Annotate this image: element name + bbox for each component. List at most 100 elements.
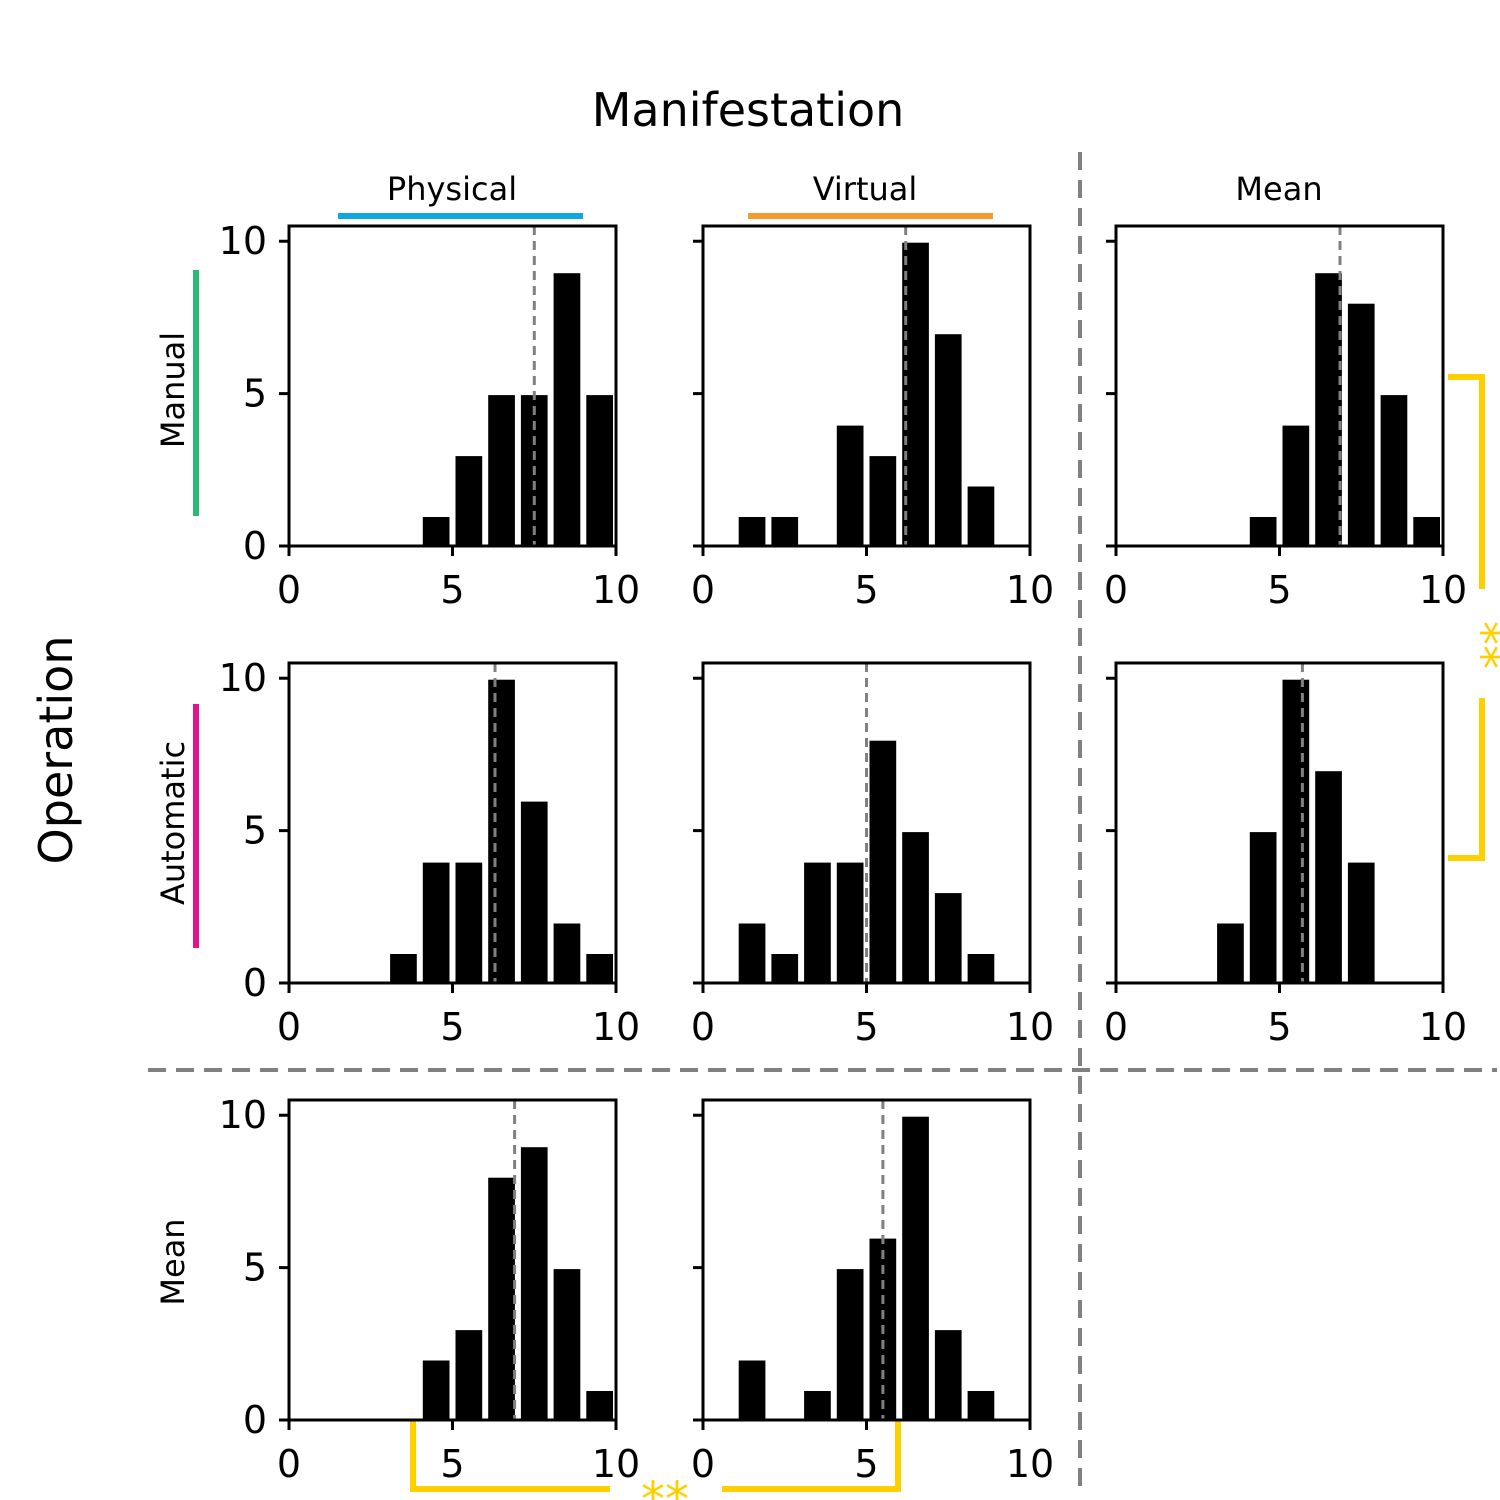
row-header-mean: Mean (154, 1218, 192, 1305)
panel-automatic-virtual-bar-bin-9 (964, 951, 998, 985)
panel-mean-physical-x-tick-label-5: 5 (440, 1442, 464, 1486)
panel-automatic-physical-bar-bin-5 (419, 859, 453, 985)
panel-automatic-mean-bar-bin-5 (1246, 829, 1280, 985)
panel-automatic-virtual-bar-bin-7 (899, 829, 932, 985)
significance-bracket-right-bottom (1448, 698, 1485, 861)
column-header-virtual: Virtual (813, 170, 918, 208)
significance-bracket-right-top (1448, 374, 1485, 589)
panel-manual-mean-bar-bin-8 (1344, 300, 1378, 548)
significance-label-bottom: ** (641, 1472, 689, 1500)
panel-automatic-mean-bar-bin-4 (1214, 920, 1247, 985)
panel-manual-physical-bar-bin-5 (419, 514, 453, 548)
panel-manual-virtual-x-tick-label-5: 5 (854, 568, 878, 612)
panel-automatic-physical-bar-bin-9 (550, 920, 584, 985)
panel-automatic-virtual-bar-bin-3 (768, 951, 802, 985)
panel-manual-mean-bar-bin-10 (1410, 514, 1444, 548)
panel-mean-physical-bar-bin-9 (550, 1266, 584, 1422)
panel-manual-mean-bar-bin-5 (1246, 514, 1280, 548)
panel-manual-mean-x-tick-label-0: 0 (1104, 568, 1128, 612)
significance-bracket-bottom-right (722, 1420, 901, 1492)
panel-manual-virtual-bar-bin-2 (735, 514, 769, 548)
panel-automatic-mean-bar-bin-8 (1344, 859, 1378, 985)
panel-manual-physical-y-tick-label-10: 10 (219, 219, 267, 263)
panel-manual-physical-bar-bin-10 (583, 392, 616, 548)
panel-automatic-mean-x-tick-label-10: 10 (1419, 1005, 1467, 1049)
column-header-physical: Physical (387, 170, 517, 208)
panel-automatic-physical-x-tick-label-10: 10 (592, 1005, 640, 1049)
panel-mean-physical-x-tick-label-10: 10 (592, 1442, 640, 1486)
panel-manual-mean-bar-bin-9 (1377, 392, 1411, 548)
panel-automatic-physical-bar-bin-4 (387, 951, 420, 985)
panel-mean-virtual-bar-bin-4 (801, 1388, 834, 1422)
panel-mean-virtual-bar-bin-8 (931, 1327, 965, 1422)
panel-manual-virtual-bar-bin-6 (866, 453, 900, 548)
panel-manual-virtual-bar-bin-9 (964, 483, 998, 548)
panel-automatic-virtual-x-tick-label-5: 5 (854, 1005, 878, 1049)
panel-manual-physical-bar-bin-6 (452, 453, 486, 548)
panel-manual-virtual-x-tick-label-10: 10 (1006, 568, 1054, 612)
significance-label-right: ** (1454, 621, 1500, 669)
row-header-manual: Manual (154, 332, 192, 448)
panel-mean-physical-bar-bin-8 (517, 1144, 551, 1422)
panel-mean-virtual-x-tick-label-0: 0 (691, 1442, 715, 1486)
panel-automatic-physical-bar-bin-8 (517, 798, 551, 985)
significance-bracket-bottom-left (410, 1420, 610, 1492)
panel-manual-physical-x-tick-label-5: 5 (440, 568, 464, 612)
panel-automatic-physical-y-tick-label-10: 10 (219, 656, 267, 700)
panel-manual-virtual-x-tick-label-0: 0 (691, 568, 715, 612)
panel-automatic-virtual-bar-bin-8 (931, 890, 965, 985)
panel-mean-virtual-x-tick-label-5: 5 (854, 1442, 878, 1486)
panel-automatic-virtual-bar-bin-2 (735, 920, 769, 985)
panel-automatic-physical-y-tick-label-0: 0 (243, 961, 267, 1005)
panel-mean-physical-x-tick-label-0: 0 (277, 1442, 301, 1486)
panel-automatic-physical-bar-bin-7 (485, 676, 518, 985)
row-axis-label: Operation (29, 636, 83, 865)
panel-manual-physical-y-tick-label-5: 5 (243, 372, 267, 416)
panel-mean-physical-bar-bin-6 (452, 1327, 486, 1422)
panel-manual-physical-y-tick-label-0: 0 (243, 524, 267, 568)
column-header-mean: Mean (1235, 170, 1322, 208)
panel-mean-virtual: 0 5 10 (691, 1098, 1054, 1486)
panel-mean-physical-y-tick-label-10: 10 (219, 1093, 267, 1137)
panel-manual-physical-x-tick-label-10: 10 (592, 568, 640, 612)
panel-automatic-physical-y-tick-label-5: 5 (243, 809, 267, 853)
panel-mean-physical-y-tick-label-0: 0 (243, 1398, 267, 1442)
row-header-automatic: Automatic (154, 741, 192, 905)
panel-automatic-physical: 0 5 10 0 5 10 (219, 656, 641, 1049)
panel-manual-mean-x-tick-label-10: 10 (1419, 568, 1467, 612)
panel-automatic-virtual-bar-bin-6 (866, 737, 900, 985)
panel-mean-physical-bar-bin-10 (583, 1388, 616, 1422)
panel-automatic-physical-x-tick-label-5: 5 (440, 1005, 464, 1049)
panel-automatic-mean-x-tick-label-5: 5 (1267, 1005, 1291, 1049)
panel-manual-mean-bar-bin-6 (1279, 422, 1313, 548)
panel-automatic-physical-bar-bin-6 (452, 859, 486, 985)
panel-automatic-mean-x-tick-label-0: 0 (1104, 1005, 1128, 1049)
panel-automatic-virtual-x-tick-label-0: 0 (691, 1005, 715, 1049)
panel-mean-physical: 0 5 10 0 5 10 (219, 1093, 641, 1486)
figure-title: Manifestation (592, 83, 905, 137)
panel-automatic-mean-bar-bin-7 (1312, 768, 1345, 985)
panel-automatic-virtual: 0 5 10 (691, 661, 1054, 1049)
panel-manual-mean: 0 5 10 (1104, 224, 1467, 612)
panel-mean-physical-bar-bin-5 (419, 1357, 453, 1422)
panel-mean-virtual-bar-bin-7 (899, 1113, 932, 1422)
panel-mean-physical-y-tick-label-5: 5 (243, 1246, 267, 1290)
panel-manual-mean-x-tick-label-5: 5 (1267, 568, 1291, 612)
panel-manual-virtual: 0 5 10 (691, 224, 1054, 612)
panel-manual-virtual-bar-bin-8 (931, 331, 965, 548)
panel-manual-virtual-bar-bin-3 (768, 514, 802, 548)
panel-manual-physical: 0 5 10 0 5 10 (219, 219, 641, 612)
panel-mean-virtual-bar-bin-5 (833, 1266, 867, 1422)
panel-automatic-physical-bar-bin-10 (583, 951, 616, 985)
panel-automatic-virtual-bar-bin-5 (833, 859, 867, 985)
panel-automatic-physical-x-tick-label-0: 0 (277, 1005, 301, 1049)
panel-mean-physical-bar-bin-7 (485, 1174, 518, 1422)
panel-manual-virtual-bar-bin-5 (833, 422, 867, 548)
panel-manual-physical-bar-bin-9 (550, 270, 584, 548)
panel-manual-physical-bar-bin-7 (485, 392, 518, 548)
panel-automatic-virtual-x-tick-label-10: 10 (1006, 1005, 1054, 1049)
panel-automatic-virtual-bar-bin-4 (801, 859, 834, 985)
panel-mean-virtual-x-tick-label-10: 10 (1006, 1442, 1054, 1486)
